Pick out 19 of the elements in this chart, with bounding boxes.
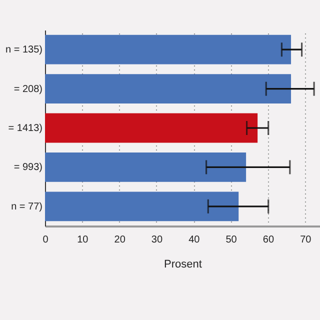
x-tick-label: 20 [114,234,126,246]
x-axis-title: Prosent [164,258,202,270]
bar [45,74,292,104]
bar [45,34,292,64]
bar [45,113,258,143]
bar [45,192,239,222]
y-tick-label: = 1413) [8,123,42,134]
x-tick-label: 10 [77,234,89,246]
y-tick-label: n = 135) [6,44,42,56]
x-tick-label: 30 [151,234,163,246]
x-tick-label: 40 [188,234,200,246]
x-tick-label: 60 [262,234,274,246]
y-tick-label: = 208) [14,84,42,95]
x-tick-label: 50 [226,234,238,246]
y-tick-label: n = 77) [11,201,42,212]
x-tick-label: 0 [42,234,49,246]
x-tick-label: 70 [300,234,312,246]
y-tick-label: = 993) [14,162,42,174]
bar [45,152,246,182]
